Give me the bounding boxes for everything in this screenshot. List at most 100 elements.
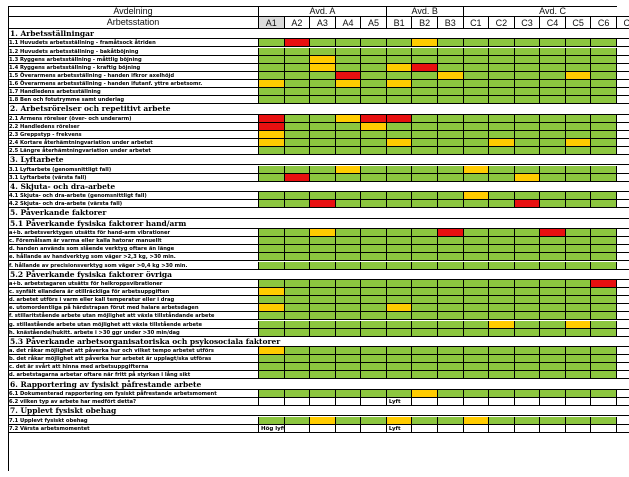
rating-cell [463,88,490,97]
rating-cell [565,398,592,407]
rating-cell [412,245,438,254]
rating-cell [259,122,285,131]
rating-cell [565,88,592,97]
rating-cell [514,138,541,147]
rating-cell [540,55,566,64]
rating-cell [489,371,515,380]
rating-cell [284,424,311,433]
rating-cell [565,261,592,270]
rating-cell [591,96,617,105]
rating-cell [386,147,413,156]
rating-cell [361,398,387,407]
rating-cell [361,71,387,80]
rating-cell [259,138,285,147]
rating-cell [616,424,629,433]
rating-cell [463,304,490,313]
rating-cell [616,416,629,425]
rating-cell [259,63,285,72]
rating-cell [361,147,387,156]
criterion-label: 2.5 Längre återhämtningvariation under a… [8,147,259,156]
rating-cell [284,237,311,246]
rating-cell [310,47,336,56]
rating-cell [386,88,413,97]
rating-cell [463,398,490,407]
rating-cell [412,320,438,329]
criterion-label: f. stillaritstående arbete utan möjlighe… [8,312,259,321]
rating-cell [386,71,413,80]
rating-cell [437,96,464,105]
rating-cell [514,63,541,72]
rating-cell [310,245,336,254]
rating-cell [514,312,541,321]
rating-cell [310,416,336,425]
rating-cell [565,122,592,131]
rating-cell [489,122,515,131]
criterion-label: 4.2 Skjuta- och dra-arbete (värsta fall) [8,200,259,209]
criterion-label: d. handen används som slående verktyg of… [8,245,259,254]
rating-cell [412,130,438,139]
rating-cell [310,320,336,329]
rating-cell [565,173,592,182]
rating-cell [386,114,413,123]
rating-cell [335,192,362,201]
rating-cell [335,79,362,88]
rating-cell [361,138,387,147]
rating-cell [259,371,285,380]
criterion-label: 1.7 Handledens arbetsställning [8,88,259,97]
rating-cell [335,245,362,254]
rating-cell [335,253,362,262]
rating-cell [489,261,515,270]
rating-cell [565,39,592,48]
rating-cell [591,237,617,246]
rating-cell [489,63,515,72]
rating-cell [540,355,566,364]
rating-cell [259,147,285,156]
rating-cell [591,253,617,262]
rating-cell [412,371,438,380]
rating-cell [386,347,413,356]
rating-cell [463,147,490,156]
rating-cell [565,416,592,425]
rating-cell [412,122,438,131]
rating-cell [540,229,566,238]
rating-cell [591,312,617,321]
rating-cell [361,192,387,201]
rating-cell [514,130,541,139]
rating-cell [616,389,629,398]
rating-cell [463,288,490,297]
rating-cell [386,312,413,321]
rating-cell [540,347,566,356]
rating-cell [616,192,629,201]
rating-cell [437,398,464,407]
rating-cell [361,416,387,425]
rating-cell [310,398,336,407]
rating-cell [284,245,311,254]
rating-cell [386,173,413,182]
rating-cell [463,63,490,72]
rating-cell [361,47,387,56]
rating-cell [437,173,464,182]
rating-cell [591,71,617,80]
rating-cell [437,229,464,238]
rating-cell [310,165,336,174]
rating-cell [361,253,387,262]
rating-cell [540,96,566,105]
rating-cell [565,79,592,88]
rating-cell: Lyft [386,398,413,407]
rating-cell [310,389,336,398]
rating-cell [565,296,592,305]
rating-cell [463,416,490,425]
rating-cell [310,192,336,201]
rating-cell [565,47,592,56]
rating-cell [437,114,464,123]
rating-cell [437,312,464,321]
rating-cell [310,288,336,297]
rating-cell [310,304,336,313]
rating-cell [540,138,566,147]
rating-cell [361,261,387,270]
rating-cell [310,253,336,262]
rating-cell [284,192,311,201]
workstation-header: C1 [463,17,490,29]
rating-cell [284,114,311,123]
rating-cell [310,424,336,433]
